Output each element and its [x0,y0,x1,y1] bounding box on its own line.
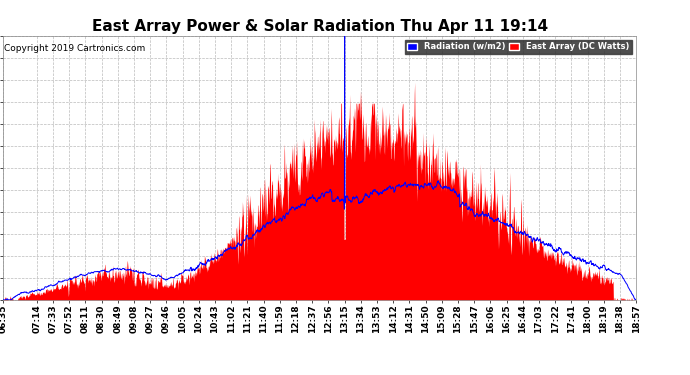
Legend: Radiation (w/m2), East Array (DC Watts): Radiation (w/m2), East Array (DC Watts) [404,40,632,54]
Text: Copyright 2019 Cartronics.com: Copyright 2019 Cartronics.com [4,44,146,52]
Title: East Array Power & Solar Radiation Thu Apr 11 19:14: East Array Power & Solar Radiation Thu A… [92,20,548,34]
